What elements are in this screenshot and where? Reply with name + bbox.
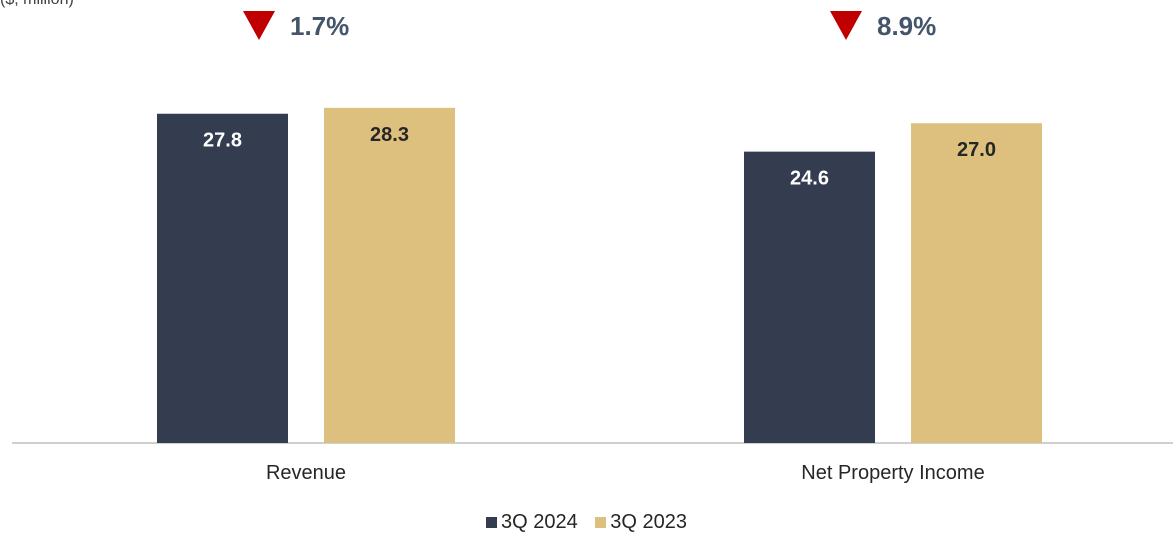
data-label-revenue-3q-2023: 28.3 <box>370 124 409 146</box>
change-down-arrow-icon-revenue <box>243 11 275 40</box>
data-label-net-property-income-3q-2023: 27.0 <box>957 139 996 161</box>
change-label-net-property-income: 8.9% <box>877 11 936 41</box>
data-label-revenue-3q-2024: 27.8 <box>203 130 242 152</box>
legend-item-3q-2023: 3Q 2023 <box>595 511 687 534</box>
x-tick-label-revenue: Revenue <box>266 462 346 484</box>
data-label-net-property-income-3q-2024: 24.6 <box>790 168 829 190</box>
legend: 3Q 2024 3Q 2023 <box>0 511 1173 534</box>
change-label-revenue: 1.7% <box>290 11 349 41</box>
legend-label-3q-2024: 3Q 2024 <box>500 511 578 533</box>
legend-swatch-3q-2024 <box>485 517 497 528</box>
bar-net-property-income-3q-2024 <box>744 151 875 444</box>
bar-net-property-income-3q-2023 <box>911 123 1042 443</box>
bar-revenue-3q-2024 <box>157 113 288 444</box>
x-tick-label-net-property-income: Net Property Income <box>801 462 984 484</box>
legend-swatch-3q-2023 <box>595 517 607 528</box>
bar-revenue-3q-2023 <box>324 107 455 444</box>
legend-label-3q-2023: 3Q 2023 <box>610 511 688 533</box>
legend-item-3q-2024: 3Q 2024 <box>485 511 578 534</box>
change-down-arrow-icon-net-property-income <box>830 11 862 40</box>
unit-label: ($, million) <box>0 0 74 9</box>
